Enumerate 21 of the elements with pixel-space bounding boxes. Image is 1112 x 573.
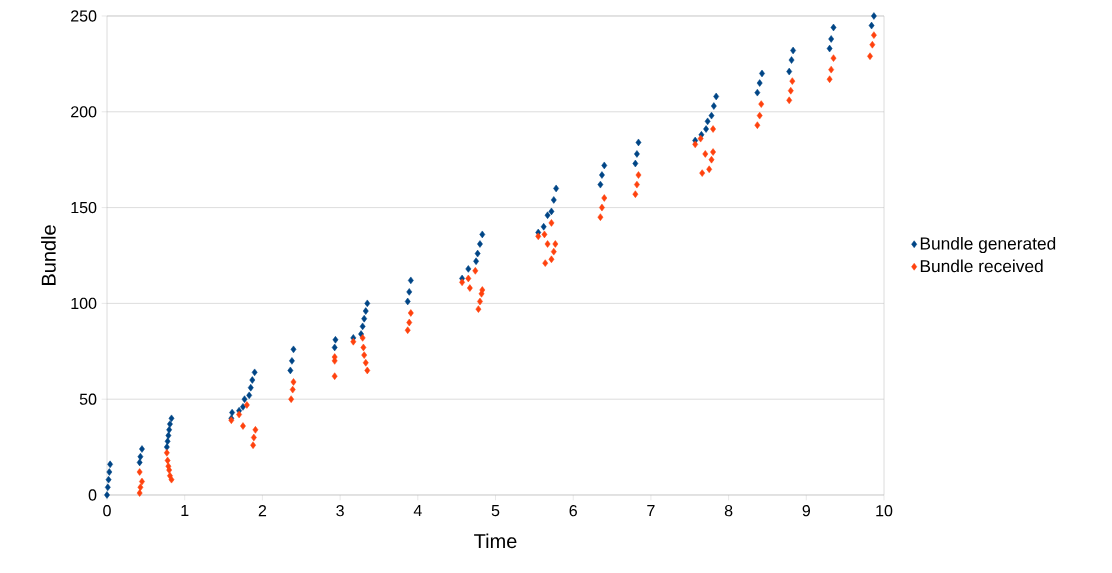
x-axis-title: Time: [474, 533, 517, 549]
x-tick-label: 4: [413, 505, 422, 517]
legend-label: Bundle received: [920, 259, 1043, 273]
x-tick-label: 7: [647, 505, 655, 517]
y-tick-label: 150: [71, 201, 97, 214]
y-tick-label: 100: [71, 297, 97, 310]
x-tick-label: 6: [569, 505, 577, 517]
y-tick-label: 200: [71, 106, 97, 118]
x-tick-label: 0: [103, 505, 111, 517]
legend-label: Bundle generated: [920, 236, 1056, 254]
y-tick-label: 250: [71, 10, 97, 22]
x-tick-label: 8: [724, 505, 733, 517]
y-tick-label: 0: [88, 489, 97, 501]
x-tick-label: 1: [181, 505, 189, 517]
x-tick-label: 2: [258, 505, 267, 517]
x-tick-label: 5: [491, 505, 500, 517]
y-tick-label: 50: [79, 393, 97, 405]
y-axis-title: Bundle: [41, 225, 56, 285]
x-tick-label: 3: [336, 505, 344, 517]
x-tick-label: 10: [876, 505, 893, 517]
x-tick-label: 9: [802, 505, 810, 517]
